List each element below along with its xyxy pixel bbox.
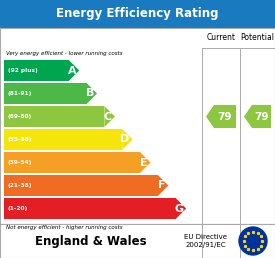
Polygon shape [244, 105, 271, 128]
Text: F: F [158, 181, 165, 190]
Text: Not energy efficient - higher running costs: Not energy efficient - higher running co… [6, 225, 123, 230]
Text: A: A [68, 66, 76, 76]
Text: C: C [104, 111, 112, 122]
Text: (69-80): (69-80) [8, 114, 32, 119]
Text: Energy Efficiency Rating: Energy Efficiency Rating [56, 7, 219, 20]
Polygon shape [122, 129, 133, 150]
Polygon shape [206, 105, 236, 128]
Text: (55-68): (55-68) [8, 137, 32, 142]
Text: B: B [86, 88, 94, 99]
Text: 79: 79 [218, 111, 232, 122]
Text: 2002/91/EC: 2002/91/EC [185, 242, 226, 248]
Text: G: G [174, 204, 183, 214]
FancyBboxPatch shape [0, 224, 275, 258]
Text: 79: 79 [254, 111, 269, 122]
Text: Very energy efficient - lower running costs: Very energy efficient - lower running co… [6, 52, 123, 57]
Polygon shape [104, 106, 115, 127]
Text: EU Directive: EU Directive [184, 234, 227, 240]
FancyBboxPatch shape [4, 198, 176, 219]
FancyBboxPatch shape [4, 175, 158, 196]
Text: E: E [140, 157, 147, 167]
FancyBboxPatch shape [0, 28, 275, 224]
Polygon shape [87, 83, 97, 104]
Text: D: D [120, 134, 130, 144]
FancyBboxPatch shape [0, 0, 275, 28]
FancyBboxPatch shape [4, 106, 104, 127]
Polygon shape [158, 175, 168, 196]
Text: (81-91): (81-91) [8, 91, 32, 96]
Polygon shape [140, 152, 150, 173]
Text: England & Wales: England & Wales [35, 235, 147, 247]
FancyBboxPatch shape [4, 60, 69, 81]
FancyBboxPatch shape [4, 129, 122, 150]
Circle shape [239, 227, 267, 255]
Text: (21-38): (21-38) [8, 183, 32, 188]
Text: (39-54): (39-54) [8, 160, 32, 165]
Text: Potential: Potential [241, 34, 274, 43]
Text: (1-20): (1-20) [8, 206, 28, 211]
FancyBboxPatch shape [4, 83, 87, 104]
Polygon shape [69, 60, 79, 81]
Polygon shape [176, 198, 186, 219]
FancyBboxPatch shape [4, 152, 140, 173]
Text: (92 plus): (92 plus) [8, 68, 38, 73]
Text: Current: Current [207, 34, 235, 43]
